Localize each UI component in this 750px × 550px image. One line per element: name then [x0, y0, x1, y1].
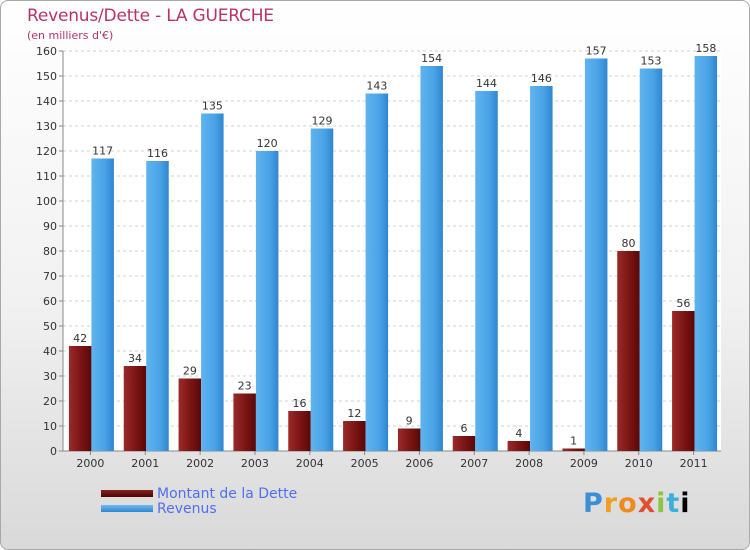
bar-dette-2009: [562, 448, 585, 451]
y-tick-label: 50: [43, 320, 57, 333]
bar-dette-2010: [617, 251, 640, 451]
data-label-dette-2002: 29: [183, 365, 197, 378]
x-tick-label: 2000: [76, 457, 104, 470]
data-label-dette-2010: 80: [622, 237, 636, 250]
bar-revenus-2005: [365, 93, 389, 451]
bar-revenus-2003: [255, 151, 279, 451]
bar-dette-2011: [672, 311, 695, 451]
legend-swatch-dette: [101, 490, 153, 497]
y-tick-label: 20: [43, 395, 57, 408]
data-label-revenus-2011: 158: [695, 42, 716, 55]
y-tick-label: 120: [36, 145, 57, 158]
bar-revenus-2008: [530, 86, 553, 451]
bar-revenus-2001: [146, 161, 169, 451]
bar-revenus-2007: [475, 91, 498, 451]
data-label-revenus-2003: 120: [257, 137, 278, 150]
x-tick-label: 2011: [680, 457, 708, 470]
data-label-revenus-2002: 135: [202, 100, 223, 113]
x-tick-label: 2009: [570, 457, 598, 470]
y-tick-label: 100: [36, 195, 57, 208]
data-label-dette-2000: 42: [73, 332, 87, 345]
data-label-revenus-2000: 117: [92, 145, 113, 158]
data-label-revenus-2010: 153: [641, 55, 662, 68]
bar-dette-2007: [452, 436, 476, 451]
data-label-dette-2007: 6: [461, 422, 468, 435]
data-label-dette-2001: 34: [128, 352, 142, 365]
x-tick-label: 2002: [186, 457, 214, 470]
bar-dette-2002: [178, 378, 202, 451]
chart-title: Revenus/Dette - LA GUERCHE: [27, 6, 274, 26]
legend-swatch-revenus: [101, 505, 153, 512]
data-label-dette-2008: 4: [515, 427, 522, 440]
legend-label-dette: Montant de la Dette: [157, 486, 298, 502]
bar-dette-2005: [343, 421, 366, 451]
data-label-revenus-2005: 143: [366, 80, 387, 93]
proxiti-logo: Proxiti: [583, 488, 691, 519]
data-label-dette-2004: 16: [293, 397, 307, 410]
bar-dette-2006: [397, 428, 421, 451]
data-label-revenus-2001: 116: [147, 147, 168, 160]
y-tick-label: 90: [43, 220, 57, 233]
bar-revenus-2010: [639, 68, 663, 451]
data-label-revenus-2006: 154: [421, 52, 442, 65]
y-tick-label: 10: [43, 420, 57, 433]
data-label-dette-2011: 56: [676, 297, 690, 310]
x-tick-label: 2005: [351, 457, 379, 470]
y-tick-label: 140: [36, 95, 57, 108]
bar-dette-2003: [233, 393, 256, 451]
data-label-dette-2006: 9: [406, 415, 413, 428]
bar-revenus-2011: [694, 56, 718, 451]
bar-dette-2000: [68, 346, 92, 451]
bar-dette-2008: [507, 441, 531, 451]
x-tick-label: 2010: [625, 457, 653, 470]
bar-revenus-2004: [310, 128, 334, 451]
x-tick-label: 2003: [241, 457, 269, 470]
legend-label-revenus: Revenus: [157, 501, 217, 517]
data-label-dette-2003: 23: [238, 380, 252, 393]
y-tick-label: 70: [43, 270, 57, 283]
bar-revenus-2009: [584, 58, 608, 451]
y-tick-label: 110: [36, 170, 57, 183]
bar-revenus-2002: [201, 113, 224, 451]
y-tick-label: 30: [43, 370, 57, 383]
y-tick-label: 40: [43, 345, 57, 358]
bar-revenus-2006: [420, 66, 443, 451]
data-label-revenus-2004: 129: [312, 115, 333, 128]
data-label-revenus-2009: 157: [586, 45, 607, 58]
x-tick-label: 2001: [131, 457, 159, 470]
data-label-dette-2009: 1: [570, 435, 577, 448]
x-tick-label: 2006: [405, 457, 433, 470]
x-tick-label: 2004: [296, 457, 324, 470]
y-tick-label: 60: [43, 295, 57, 308]
bar-dette-2001: [123, 366, 147, 451]
y-tick-label: 0: [50, 445, 57, 458]
chart-subtitle: (en milliers d'€): [27, 29, 114, 42]
x-tick-label: 2008: [515, 457, 543, 470]
x-tick-label: 2007: [460, 457, 488, 470]
y-tick-label: 130: [36, 120, 57, 133]
data-label-dette-2005: 12: [347, 407, 361, 420]
data-label-revenus-2007: 144: [476, 77, 497, 90]
y-tick-label: 80: [43, 245, 57, 258]
bar-revenus-2000: [91, 158, 114, 451]
bar-dette-2004: [288, 411, 311, 451]
y-tick-label: 150: [36, 70, 57, 83]
y-tick-label: 160: [36, 45, 57, 58]
data-label-revenus-2008: 146: [531, 72, 552, 85]
